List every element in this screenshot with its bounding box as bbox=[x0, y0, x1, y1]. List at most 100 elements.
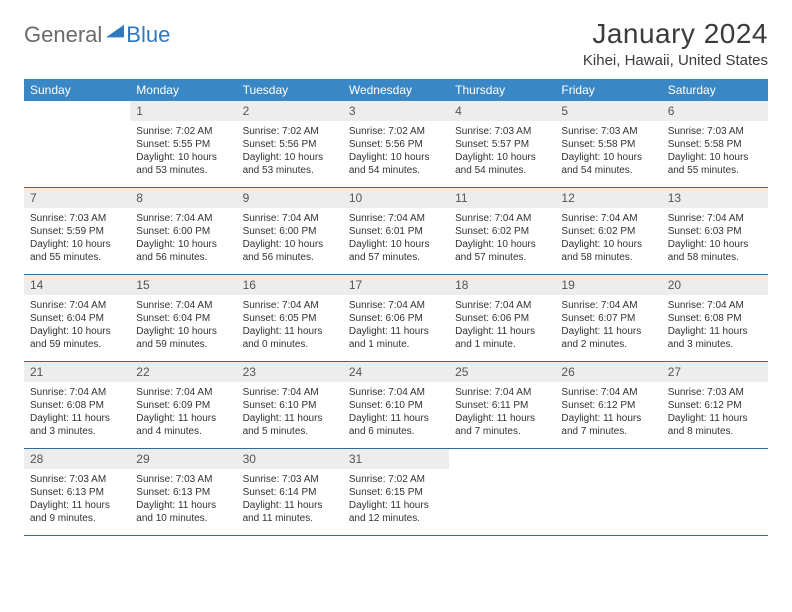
day-number: 20 bbox=[662, 275, 768, 295]
calendar-cell: 26Sunrise: 7:04 AMSunset: 6:12 PMDayligh… bbox=[555, 362, 661, 449]
sunset-line: Sunset: 6:01 PM bbox=[349, 225, 443, 238]
day-number: 27 bbox=[662, 362, 768, 382]
day-details: Sunrise: 7:03 AMSunset: 6:14 PMDaylight:… bbox=[237, 469, 343, 535]
sunset-line: Sunset: 6:12 PM bbox=[668, 399, 762, 412]
calendar-cell: 9Sunrise: 7:04 AMSunset: 6:00 PMDaylight… bbox=[237, 188, 343, 275]
sunset-line: Sunset: 6:08 PM bbox=[668, 312, 762, 325]
sunrise-line: Sunrise: 7:04 AM bbox=[349, 212, 443, 225]
calendar-cell: 15Sunrise: 7:04 AMSunset: 6:04 PMDayligh… bbox=[130, 275, 236, 362]
sunrise-line: Sunrise: 7:03 AM bbox=[30, 473, 124, 486]
day-number: 16 bbox=[237, 275, 343, 295]
day-details: Sunrise: 7:02 AMSunset: 5:56 PMDaylight:… bbox=[343, 121, 449, 187]
page-title: January 2024 bbox=[583, 18, 768, 50]
day-details: Sunrise: 7:03 AMSunset: 5:58 PMDaylight:… bbox=[555, 121, 661, 187]
daylight-line: Daylight: 11 hours and 5 minutes. bbox=[243, 412, 337, 438]
sunset-line: Sunset: 5:56 PM bbox=[243, 138, 337, 151]
calendar-cell: 17Sunrise: 7:04 AMSunset: 6:06 PMDayligh… bbox=[343, 275, 449, 362]
calendar-cell: .... bbox=[555, 449, 661, 536]
daylight-line: Daylight: 10 hours and 58 minutes. bbox=[668, 238, 762, 264]
sunset-line: Sunset: 6:13 PM bbox=[136, 486, 230, 499]
sunset-line: Sunset: 6:03 PM bbox=[668, 225, 762, 238]
sunset-line: Sunset: 6:10 PM bbox=[243, 399, 337, 412]
calendar-row: 14Sunrise: 7:04 AMSunset: 6:04 PMDayligh… bbox=[24, 275, 768, 362]
daylight-line: Daylight: 11 hours and 9 minutes. bbox=[30, 499, 124, 525]
calendar-row: 21Sunrise: 7:04 AMSunset: 6:08 PMDayligh… bbox=[24, 362, 768, 449]
sunrise-line: Sunrise: 7:02 AM bbox=[243, 125, 337, 138]
day-number: 19 bbox=[555, 275, 661, 295]
day-number: 29 bbox=[130, 449, 236, 469]
day-number: 21 bbox=[24, 362, 130, 382]
day-details: Sunrise: 7:02 AMSunset: 5:56 PMDaylight:… bbox=[237, 121, 343, 187]
sunset-line: Sunset: 6:02 PM bbox=[561, 225, 655, 238]
day-details: Sunrise: 7:04 AMSunset: 6:10 PMDaylight:… bbox=[343, 382, 449, 448]
sunset-line: Sunset: 6:10 PM bbox=[349, 399, 443, 412]
calendar-cell: 30Sunrise: 7:03 AMSunset: 6:14 PMDayligh… bbox=[237, 449, 343, 536]
day-number: 8 bbox=[130, 188, 236, 208]
weekday-header: Monday bbox=[130, 79, 236, 101]
day-details: Sunrise: 7:03 AMSunset: 6:13 PMDaylight:… bbox=[24, 469, 130, 535]
calendar-table: SundayMondayTuesdayWednesdayThursdayFrid… bbox=[24, 79, 768, 536]
sunrise-line: Sunrise: 7:03 AM bbox=[136, 473, 230, 486]
calendar-cell: 3Sunrise: 7:02 AMSunset: 5:56 PMDaylight… bbox=[343, 101, 449, 188]
calendar-cell: 31Sunrise: 7:02 AMSunset: 6:15 PMDayligh… bbox=[343, 449, 449, 536]
day-number: 22 bbox=[130, 362, 236, 382]
daylight-line: Daylight: 10 hours and 54 minutes. bbox=[561, 151, 655, 177]
sunset-line: Sunset: 6:00 PM bbox=[243, 225, 337, 238]
daylight-line: Daylight: 11 hours and 4 minutes. bbox=[136, 412, 230, 438]
calendar-cell: 24Sunrise: 7:04 AMSunset: 6:10 PMDayligh… bbox=[343, 362, 449, 449]
sunset-line: Sunset: 6:08 PM bbox=[30, 399, 124, 412]
sunrise-line: Sunrise: 7:04 AM bbox=[136, 386, 230, 399]
sunset-line: Sunset: 6:06 PM bbox=[349, 312, 443, 325]
sunrise-line: Sunrise: 7:04 AM bbox=[136, 212, 230, 225]
day-number: 4 bbox=[449, 101, 555, 121]
daylight-line: Daylight: 10 hours and 53 minutes. bbox=[243, 151, 337, 177]
daylight-line: Daylight: 11 hours and 0 minutes. bbox=[243, 325, 337, 351]
weekday-header: Saturday bbox=[662, 79, 768, 101]
daylight-line: Daylight: 10 hours and 55 minutes. bbox=[30, 238, 124, 264]
sunrise-line: Sunrise: 7:04 AM bbox=[561, 212, 655, 225]
daylight-line: Daylight: 11 hours and 8 minutes. bbox=[668, 412, 762, 438]
calendar-cell: .... bbox=[449, 449, 555, 536]
calendar-cell: 25Sunrise: 7:04 AMSunset: 6:11 PMDayligh… bbox=[449, 362, 555, 449]
weekday-header: Wednesday bbox=[343, 79, 449, 101]
sunset-line: Sunset: 6:04 PM bbox=[30, 312, 124, 325]
sunset-line: Sunset: 6:06 PM bbox=[455, 312, 549, 325]
sunrise-line: Sunrise: 7:03 AM bbox=[30, 212, 124, 225]
sunset-line: Sunset: 5:58 PM bbox=[668, 138, 762, 151]
day-number: 24 bbox=[343, 362, 449, 382]
sunrise-line: Sunrise: 7:04 AM bbox=[455, 212, 549, 225]
calendar-cell: 27Sunrise: 7:03 AMSunset: 6:12 PMDayligh… bbox=[662, 362, 768, 449]
day-number: 9 bbox=[237, 188, 343, 208]
sunrise-line: Sunrise: 7:04 AM bbox=[30, 386, 124, 399]
weekday-header: Friday bbox=[555, 79, 661, 101]
day-number: 30 bbox=[237, 449, 343, 469]
logo-mark-icon bbox=[106, 23, 124, 41]
day-details: Sunrise: 7:04 AMSunset: 6:00 PMDaylight:… bbox=[237, 208, 343, 274]
daylight-line: Daylight: 10 hours and 56 minutes. bbox=[136, 238, 230, 264]
sunrise-line: Sunrise: 7:04 AM bbox=[455, 299, 549, 312]
calendar-cell: 1Sunrise: 7:02 AMSunset: 5:55 PMDaylight… bbox=[130, 101, 236, 188]
calendar-head: SundayMondayTuesdayWednesdayThursdayFrid… bbox=[24, 79, 768, 101]
day-details: Sunrise: 7:04 AMSunset: 6:03 PMDaylight:… bbox=[662, 208, 768, 274]
calendar-cell: 29Sunrise: 7:03 AMSunset: 6:13 PMDayligh… bbox=[130, 449, 236, 536]
sunset-line: Sunset: 5:59 PM bbox=[30, 225, 124, 238]
weekday-header: Sunday bbox=[24, 79, 130, 101]
calendar-cell: 18Sunrise: 7:04 AMSunset: 6:06 PMDayligh… bbox=[449, 275, 555, 362]
daylight-line: Daylight: 10 hours and 56 minutes. bbox=[243, 238, 337, 264]
day-number: 10 bbox=[343, 188, 449, 208]
sunrise-line: Sunrise: 7:02 AM bbox=[136, 125, 230, 138]
logo-text-general: General bbox=[24, 22, 102, 48]
daylight-line: Daylight: 11 hours and 2 minutes. bbox=[561, 325, 655, 351]
day-details: Sunrise: 7:04 AMSunset: 6:07 PMDaylight:… bbox=[555, 295, 661, 361]
daylight-line: Daylight: 11 hours and 12 minutes. bbox=[349, 499, 443, 525]
location: Kihei, Hawaii, United States bbox=[583, 52, 768, 69]
day-details: Sunrise: 7:02 AMSunset: 6:15 PMDaylight:… bbox=[343, 469, 449, 535]
daylight-line: Daylight: 10 hours and 57 minutes. bbox=[349, 238, 443, 264]
day-details: Sunrise: 7:03 AMSunset: 6:13 PMDaylight:… bbox=[130, 469, 236, 535]
day-number: 23 bbox=[237, 362, 343, 382]
sunrise-line: Sunrise: 7:04 AM bbox=[30, 299, 124, 312]
daylight-line: Daylight: 11 hours and 6 minutes. bbox=[349, 412, 443, 438]
sunset-line: Sunset: 6:14 PM bbox=[243, 486, 337, 499]
day-details: Sunrise: 7:04 AMSunset: 6:08 PMDaylight:… bbox=[662, 295, 768, 361]
day-details: Sunrise: 7:03 AMSunset: 6:12 PMDaylight:… bbox=[662, 382, 768, 448]
